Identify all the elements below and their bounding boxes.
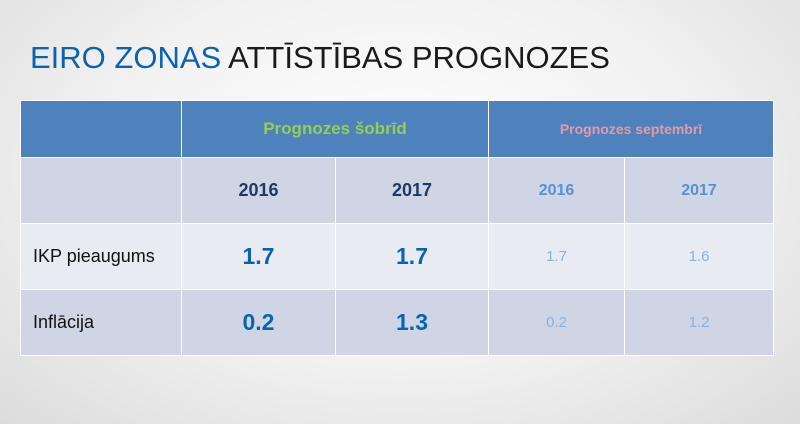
year-header-september-2017: 2017 [624, 157, 775, 224]
table-row: Inflācija 0.2 1.3 0.2 1.2 [20, 289, 775, 356]
gdp-september-2017: 1.6 [624, 223, 775, 290]
table-year-header-row: 2016 2017 2016 2017 [20, 157, 775, 224]
gdp-september-2016: 1.7 [488, 223, 626, 290]
inflation-current-2016: 0.2 [181, 289, 336, 356]
corner-cell [20, 100, 182, 158]
year-header-current-2016: 2016 [181, 157, 336, 224]
inflation-september-2016: 0.2 [488, 289, 626, 356]
table-row: IKP pieaugums 1.7 1.7 1.7 1.6 [20, 223, 775, 290]
page-title: EIRO ZONAS ATTĪSTĪBAS PROGNOZES [30, 40, 610, 76]
title-accent: EIRO ZONAS [30, 40, 222, 75]
row-label-gdp: IKP pieaugums [20, 223, 182, 290]
corner-cell-2 [20, 157, 182, 224]
year-header-current-2017: 2017 [334, 157, 490, 224]
group-header-current: Prognozes šobrīd [180, 100, 490, 158]
gdp-current-2017: 1.7 [334, 223, 490, 290]
year-header-september-2016: 2016 [488, 157, 626, 224]
inflation-current-2017: 1.3 [334, 289, 490, 356]
title-rest: ATTĪSTĪBAS PROGNOZES [221, 40, 610, 75]
row-label-inflation: Inflācija [20, 289, 182, 356]
forecast-table: Prognozes šobrīd Prognozes septembrī 201… [20, 100, 775, 356]
inflation-september-2017: 1.2 [624, 289, 775, 356]
table-group-header-row: Prognozes šobrīd Prognozes septembrī [20, 100, 775, 158]
gdp-current-2016: 1.7 [181, 223, 336, 290]
group-header-september: Prognozes septembrī [488, 100, 775, 158]
